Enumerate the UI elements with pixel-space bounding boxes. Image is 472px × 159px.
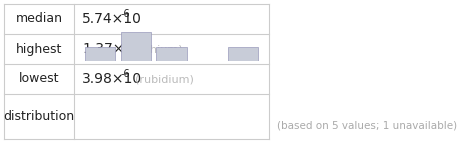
Text: lowest: lowest <box>19 73 59 86</box>
Bar <box>121 32 151 61</box>
Text: (rubidium): (rubidium) <box>135 74 194 84</box>
Text: 1.37×10: 1.37×10 <box>82 42 142 56</box>
Text: distribution: distribution <box>3 110 75 123</box>
Bar <box>85 47 116 61</box>
Text: 3.98×10: 3.98×10 <box>82 72 142 86</box>
Bar <box>228 47 258 61</box>
Text: highest: highest <box>16 42 62 55</box>
Text: (based on 5 values; 1 unavailable): (based on 5 values; 1 unavailable) <box>277 121 457 131</box>
Text: -6: -6 <box>120 69 130 79</box>
Text: -5: -5 <box>120 39 130 49</box>
Text: median: median <box>16 13 62 25</box>
Text: 5.74×10: 5.74×10 <box>82 12 142 26</box>
Text: (lithium): (lithium) <box>135 44 182 54</box>
Text: -6: -6 <box>120 9 130 19</box>
Bar <box>156 47 186 61</box>
